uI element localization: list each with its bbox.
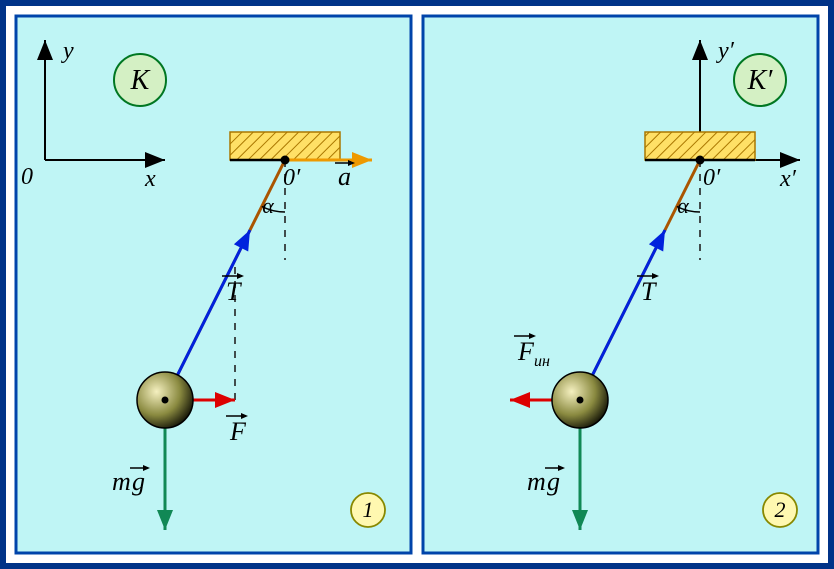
svg-text:ин: ин	[534, 353, 550, 370]
svg-text:y: y	[61, 38, 74, 64]
svg-text:g: g	[132, 467, 145, 496]
panel-2: y′ x′ K′ α 0′ Tmg Fин 2	[423, 16, 818, 553]
svg-text:α: α	[262, 193, 274, 218]
svg-text:α: α	[677, 193, 689, 218]
svg-text:2: 2	[775, 497, 786, 522]
svg-text:x′: x′	[779, 166, 797, 192]
svg-text:T: T	[226, 277, 242, 306]
svg-text:0: 0	[21, 164, 33, 190]
panel-1: 0 y x Ka α 0′ Tmg F 1	[16, 16, 411, 553]
svg-text:0′: 0′	[703, 165, 721, 191]
svg-text:K: K	[130, 65, 151, 96]
svg-text:0′: 0′	[283, 165, 301, 191]
svg-text:m: m	[527, 467, 546, 496]
svg-text:T: T	[641, 277, 657, 306]
svg-text:g: g	[547, 467, 560, 496]
ball-center	[162, 397, 169, 404]
pivot-point	[281, 156, 290, 165]
a-label: a	[338, 162, 351, 191]
svg-text:m: m	[112, 467, 131, 496]
ball-center	[577, 397, 584, 404]
panel-rect	[16, 16, 411, 553]
svg-text:F: F	[517, 337, 535, 366]
pivot-point	[696, 156, 705, 165]
svg-text:1: 1	[363, 497, 374, 522]
svg-text:K′: K′	[747, 65, 774, 96]
svg-text:F: F	[229, 417, 247, 446]
svg-text:y′: y′	[716, 38, 735, 64]
svg-text:x: x	[144, 166, 156, 192]
